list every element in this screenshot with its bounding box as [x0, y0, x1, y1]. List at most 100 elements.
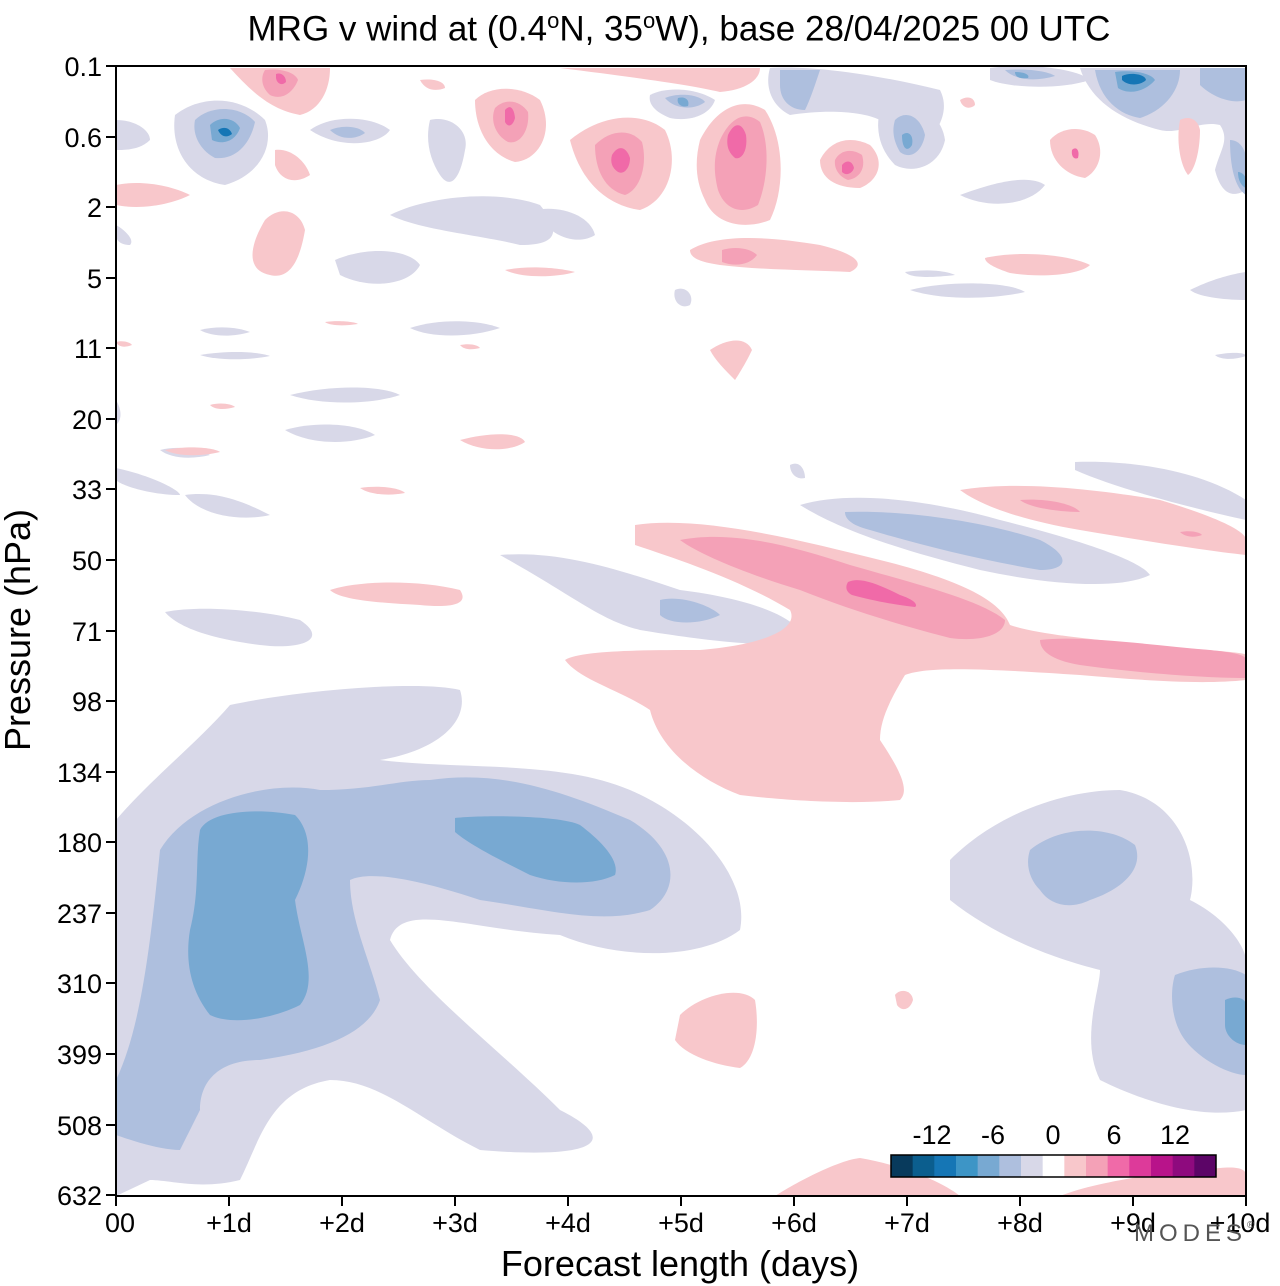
y-axis-title: Pressure (hPa)	[0, 509, 38, 751]
colorbar-cell	[956, 1155, 979, 1177]
neg-small-71	[165, 608, 313, 647]
neg-small-5	[335, 250, 420, 284]
x-tick-label: 00	[105, 1208, 135, 1238]
pos-small-21	[165, 447, 220, 456]
y-tick-label: 20	[72, 405, 102, 435]
pos-strong-band	[846, 580, 917, 607]
colorbar-cells	[891, 1155, 1217, 1177]
pos-small-11-left	[116, 341, 132, 347]
pos-strong-9d	[1071, 148, 1079, 159]
x-tick-label: +2d	[319, 1208, 365, 1238]
y-tick-label: 0.6	[64, 123, 102, 153]
pos-9d-cell	[1178, 118, 1200, 175]
neg-deep-cell-1d	[218, 127, 232, 137]
colorbar: -12 -6 0 6 12	[890, 1120, 1217, 1178]
x-axis: 00 +1d +2d +3d +4d +5d +6d +7d +8d +9d +…	[105, 1196, 1270, 1238]
pos-7d-small	[960, 97, 975, 108]
neg-band-right-33	[1075, 461, 1246, 520]
neg-core-cell-5d	[677, 97, 689, 107]
pos-left-2	[116, 183, 190, 207]
neg-cell-8d-5	[910, 283, 1025, 298]
neg-region-right-lower	[950, 790, 1246, 1113]
pos-strong-3d	[505, 107, 515, 126]
pos-lower-right	[775, 1158, 960, 1196]
neg-core-3d	[455, 816, 616, 883]
colorbar-cell	[1107, 1155, 1130, 1177]
y-tick-label: 399	[57, 1040, 102, 1070]
neg-small-3	[390, 196, 554, 245]
colorbar-label: -12	[912, 1120, 951, 1150]
pos-top-4d	[560, 68, 760, 92]
x-tick-label: +6d	[771, 1208, 817, 1238]
pos-small-3	[252, 211, 305, 276]
pos-mid-band-upper-right	[1020, 499, 1080, 512]
neg-mid-71	[660, 598, 720, 623]
pos-strong-4d	[611, 148, 630, 173]
neg-core-right-lower	[1225, 997, 1246, 1045]
y-tick-label: 0.1	[64, 52, 102, 82]
y-tick-label: 632	[57, 1181, 102, 1211]
neg-mid-top-9d	[1095, 70, 1180, 118]
pos-small-19	[210, 403, 235, 410]
chart-title: MRG v wind at (0.4oN, 35oW), base 28/04/…	[247, 8, 1111, 49]
pos-small-11b	[460, 344, 480, 350]
neg-mid-top-10d	[1200, 68, 1246, 102]
neg-mid-top-8d	[1005, 69, 1055, 80]
neg-small-13	[410, 321, 500, 336]
pos-5d-5	[690, 238, 858, 272]
x-tick-label: +7d	[884, 1208, 930, 1238]
y-tick-label: 180	[57, 828, 102, 858]
neg-small-left-20	[116, 400, 121, 425]
x-axis-title: Forecast length (days)	[501, 1243, 859, 1284]
negative-deep-contours	[218, 73, 1146, 137]
colorbar-cell	[1064, 1155, 1087, 1177]
pos-band-5	[505, 267, 575, 277]
pos-small-5d-11	[710, 340, 752, 380]
colorbar-cell	[1042, 1155, 1065, 1177]
neg-core-1d	[188, 811, 309, 1021]
neg-small-14	[200, 352, 270, 360]
colorbar-label: 12	[1160, 1120, 1190, 1150]
neg-cell-10d-5	[1190, 272, 1246, 300]
pos-strong-1d	[276, 73, 286, 85]
x-tick-label: +1d	[206, 1208, 252, 1238]
neg-small-33-left	[116, 468, 180, 495]
neg-mid-cell-2d	[330, 126, 365, 138]
pos-small-7d	[895, 990, 913, 1010]
neg-small-5d-4	[674, 288, 692, 307]
y-tick-label: 2	[87, 193, 102, 223]
y-tick-label: 71	[72, 617, 102, 647]
colorbar-cell	[1129, 1155, 1152, 1177]
pos-mid-5d-5	[722, 247, 757, 265]
pos-mid-right-band	[1040, 638, 1246, 678]
neg-cell-0-upper	[116, 120, 150, 150]
colorbar-cell	[1172, 1155, 1195, 1177]
x-tick-label: +8d	[997, 1208, 1043, 1238]
x-tick-label: +3d	[432, 1208, 478, 1238]
neg-small-19	[290, 387, 400, 403]
colorbar-cell	[1151, 1155, 1174, 1177]
pos-band-main	[565, 522, 1246, 803]
neg-mid-top-6d	[780, 70, 820, 110]
y-tick-label: 237	[57, 899, 102, 929]
y-tick-label: 508	[57, 1111, 102, 1141]
neg-cell-right-2	[960, 179, 1045, 204]
neg-mid-band-upper	[845, 511, 1063, 570]
pos-strong-6d	[842, 161, 854, 175]
colorbar-cell	[1021, 1155, 1044, 1177]
y-tick-label: 33	[72, 475, 102, 505]
neg-core-top-8d	[1015, 72, 1029, 79]
neg-mid-right	[1028, 830, 1138, 906]
colorbar-cell	[912, 1155, 935, 1177]
neg-core-cell-7d	[902, 133, 913, 149]
pos-lower-5d	[675, 992, 757, 1068]
pos-8d-5	[985, 254, 1090, 276]
colorbar-cell	[934, 1155, 957, 1177]
neg-small-left-3	[116, 225, 132, 245]
positive-strong-contours	[276, 73, 1079, 607]
colorbar-label: 0	[1045, 1120, 1060, 1150]
x-tick-label: +4d	[545, 1208, 591, 1238]
y-axis: 0.1 0.6 2 5 11 20 33 50 71 98 134 180 23…	[57, 52, 116, 1211]
neg-small-3b	[535, 208, 595, 240]
